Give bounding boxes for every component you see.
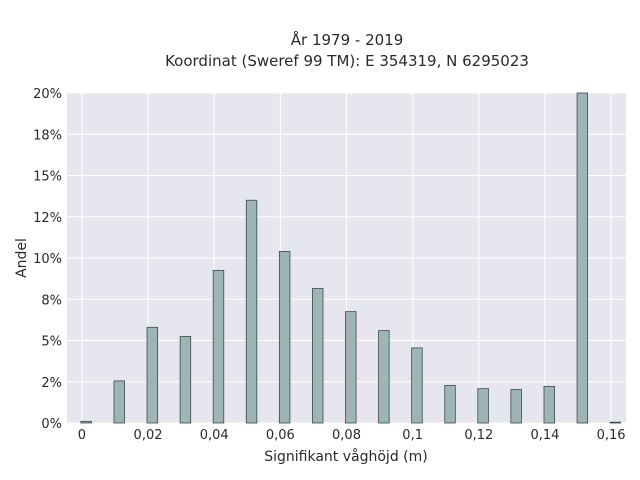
y-tick-label: 12% — [33, 211, 62, 226]
chart-title: År 1979 - 2019 — [291, 30, 404, 49]
bar — [345, 311, 357, 424]
bar — [444, 384, 456, 424]
y-tick-label: 2% — [41, 376, 62, 391]
x-tick-label: 0,14 — [530, 428, 559, 443]
y-tick-label: 15% — [33, 170, 62, 185]
x-axis-ticks: 0 0,02 0,04 0,06 0,08 0,1 0,12 0,14 0,16 — [78, 428, 626, 443]
bar — [378, 330, 390, 424]
y-tick-label: 5% — [41, 335, 62, 350]
bar — [609, 421, 622, 424]
bar — [477, 388, 489, 424]
bar — [113, 380, 125, 424]
bar — [245, 199, 258, 424]
y-tick-label: 20% — [33, 87, 62, 102]
x-tick-label: 0 — [78, 428, 86, 443]
bar — [80, 420, 92, 424]
y-axis-ticks: 0% 2% 5% 8% 10% 12% 15% 18% 20% — [33, 87, 62, 432]
bar — [278, 250, 291, 424]
x-tick-label: 0,02 — [134, 428, 163, 443]
x-tick-label: 0,16 — [597, 428, 626, 443]
x-tick-label: 0,04 — [200, 428, 229, 443]
y-tick-label: 18% — [33, 128, 62, 143]
bar — [411, 347, 423, 424]
y-axis-label: Andel — [14, 238, 30, 278]
y-tick-label: 8% — [41, 293, 62, 308]
bars — [80, 92, 622, 424]
bar — [312, 288, 324, 424]
x-tick-label: 0,06 — [266, 428, 295, 443]
bar — [510, 389, 522, 424]
y-tick-label: 10% — [33, 252, 62, 267]
chart-subtitle: Koordinat (Sweref 99 TM): E 354319, N 62… — [165, 52, 529, 70]
x-tick-label: 0,1 — [402, 428, 423, 443]
bar — [543, 385, 555, 424]
x-tick-label: 0,08 — [332, 428, 361, 443]
bar — [146, 326, 159, 424]
x-axis-label: Signifikant våghöjd (m) — [264, 448, 427, 465]
y-tick-label: 0% — [41, 417, 62, 432]
bar — [212, 269, 225, 424]
bar — [179, 335, 192, 424]
bar — [576, 92, 589, 424]
x-tick-label: 0,12 — [464, 428, 493, 443]
